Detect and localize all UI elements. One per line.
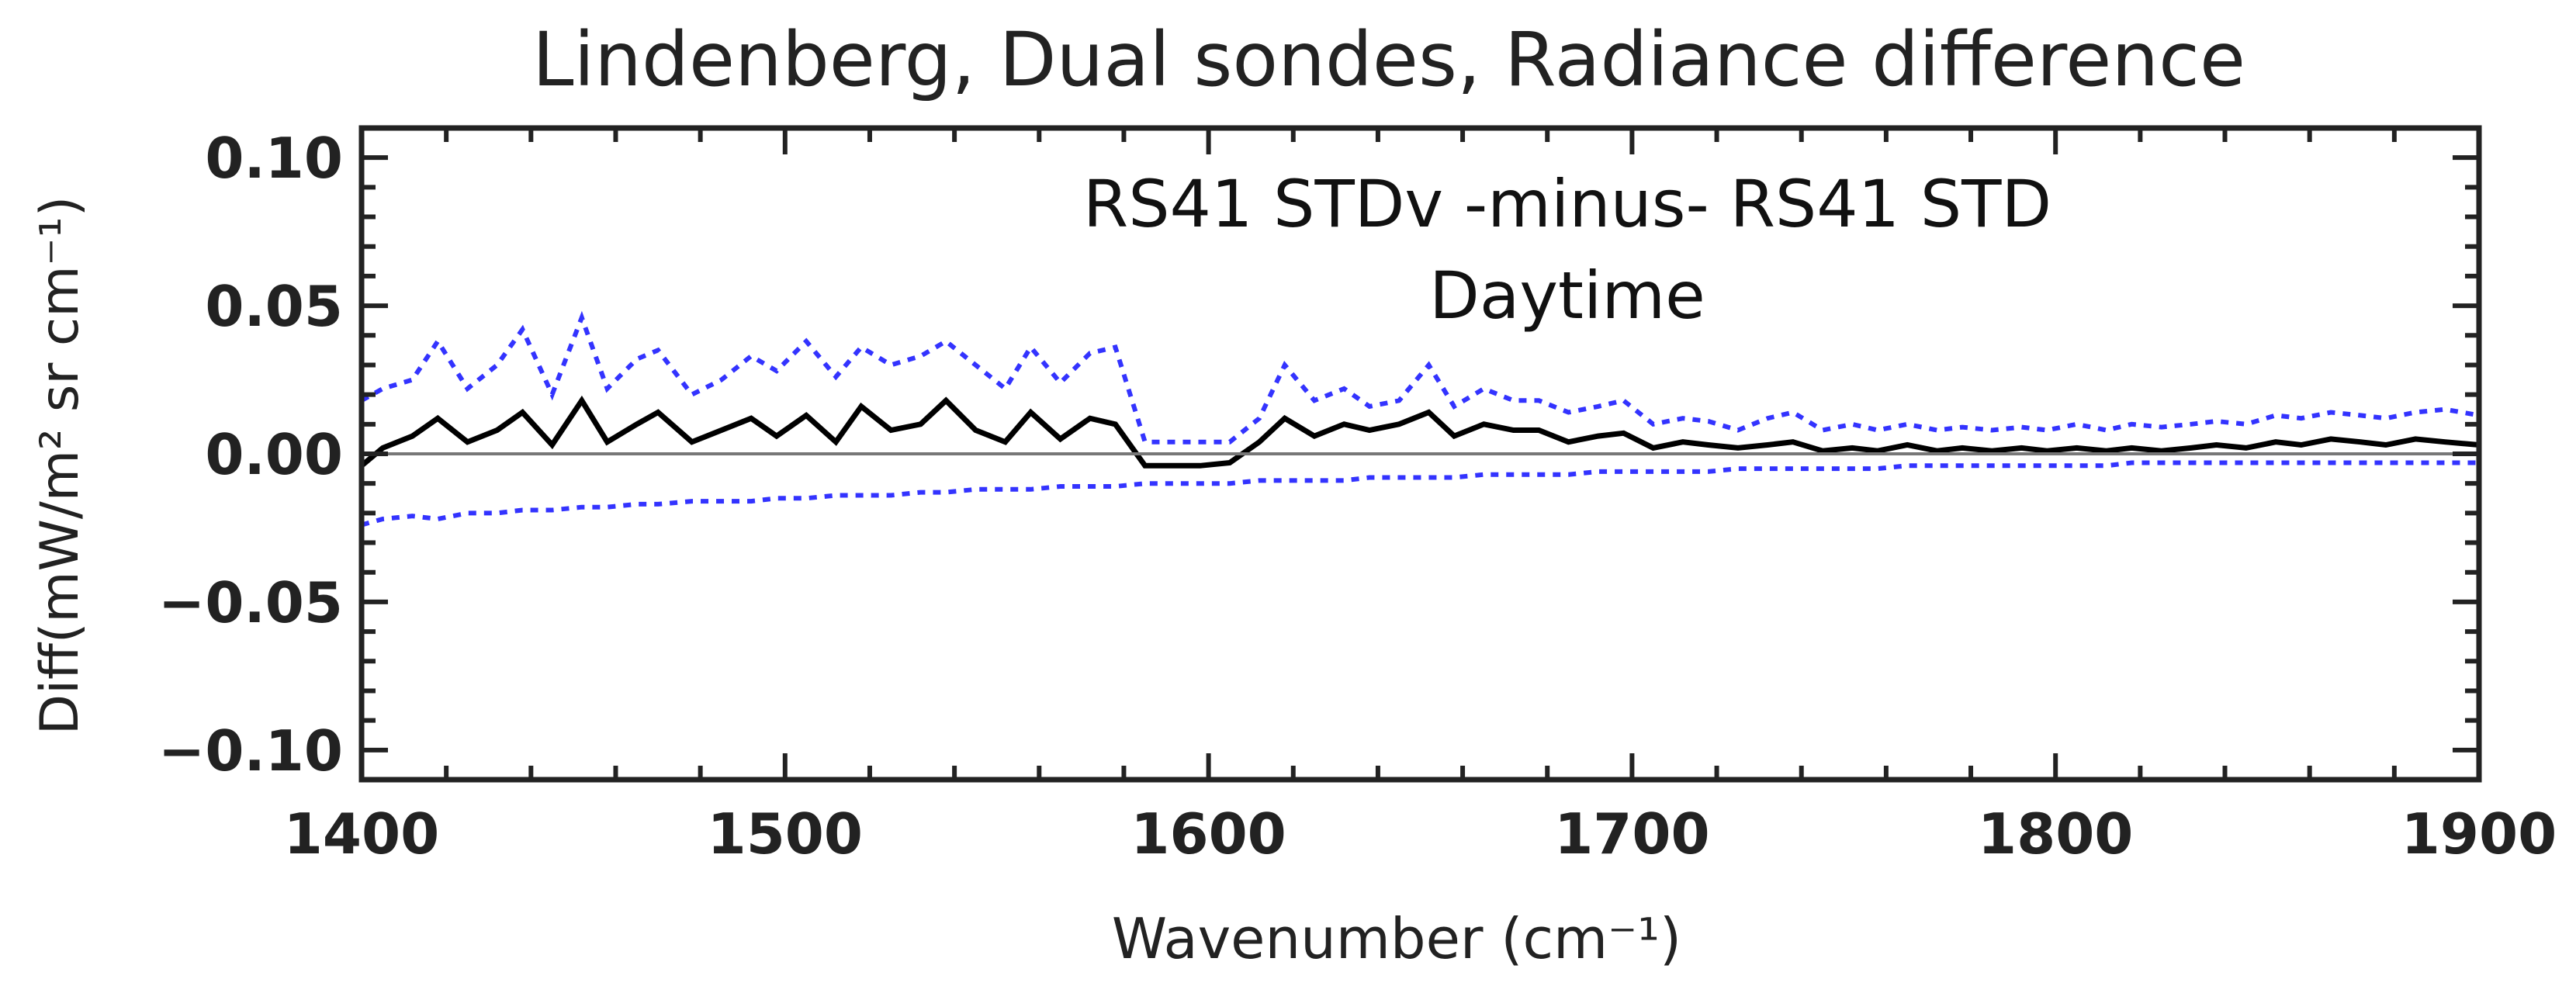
y-tick-label: −0.05 [158, 570, 343, 635]
comparison-annotation: RS41 STDv -minus- RS41 STD [1083, 166, 2051, 242]
upper-spread-series [360, 310, 2480, 445]
mean-series [359, 395, 2480, 469]
y-tick-label: 0.00 [205, 422, 343, 487]
chart-title: Lindenberg, Dual sondes, Radiance differ… [532, 16, 2245, 103]
ticks-layer [359, 126, 2481, 782]
x-tick-label: 1500 [708, 801, 863, 867]
y-axis-label: Diff(mW/m² sr cm⁻¹) [29, 196, 91, 735]
x-tick-label: 1800 [1978, 801, 2133, 867]
series-layer [359, 310, 2480, 528]
x-axis-label: Wavenumber (cm⁻¹) [1112, 906, 1681, 971]
y-tick-label: −0.10 [158, 718, 343, 784]
lower-spread-series [361, 460, 2479, 528]
x-tick-label: 1900 [2401, 801, 2557, 867]
x-tick-label: 1400 [284, 801, 439, 867]
y-tick-label: 0.10 [205, 126, 343, 191]
tick-labels-layer: 1400 1500 1600 1700 1800 1900 −0.10 −0.05 0.00 0.… [158, 126, 2557, 867]
x-tick-label: 1700 [1554, 801, 1709, 867]
x-tick-label: 1600 [1130, 801, 1286, 867]
time-of-day-annotation: Daytime [1429, 258, 1705, 334]
y-tick-label: 0.05 [205, 274, 343, 339]
